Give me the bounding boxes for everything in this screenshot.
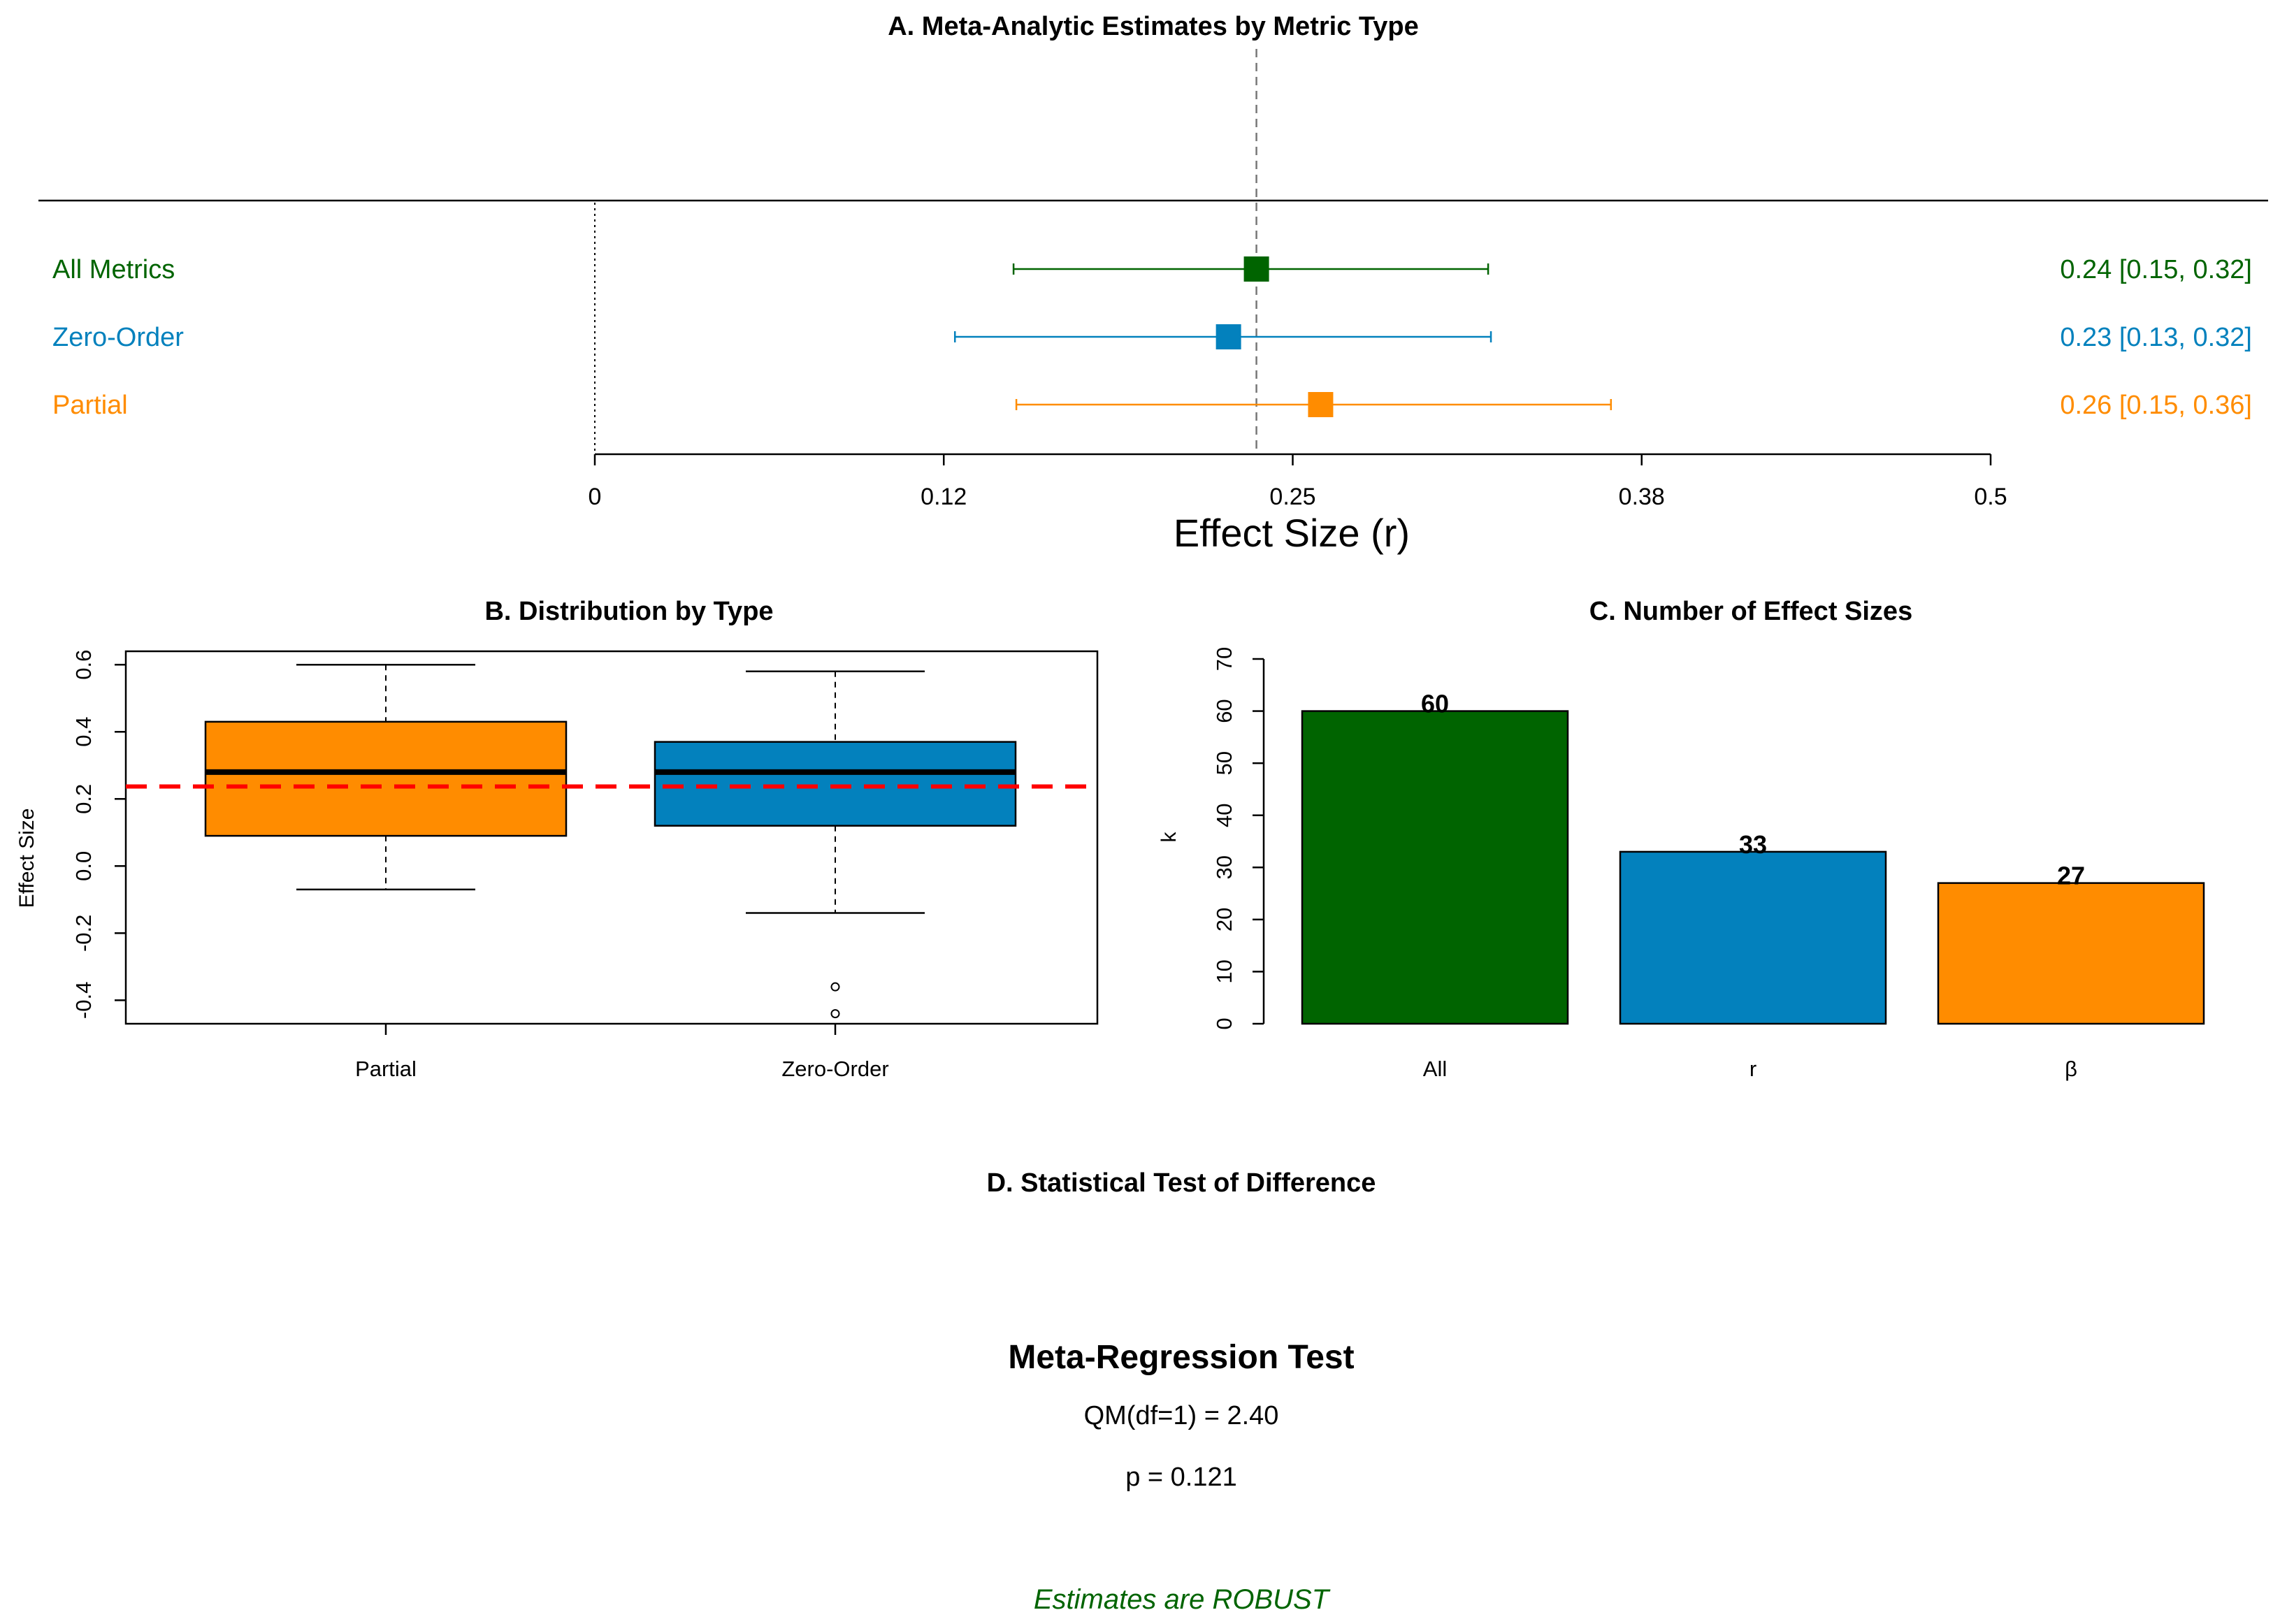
y-tick-label: 0.4 <box>71 717 96 747</box>
forest-row: Partial 0.26 [0.15, 0.36] <box>52 391 2252 420</box>
y-tick-label: 70 <box>1212 647 1236 671</box>
panel-a-x-ticks: 0 0.12 0.25 0.38 0.5 <box>589 454 2007 510</box>
y-tick-label: 40 <box>1212 803 1236 827</box>
test-p-value: p = 0.121 <box>1125 1463 1237 1492</box>
x-category-label: All <box>1423 1057 1447 1081</box>
row-label: Partial <box>52 391 128 420</box>
panel-b-y-label: Effect Size <box>15 809 38 908</box>
bar-group: 27 β <box>1937 862 2205 1081</box>
panel-d-statistical-test: D. Statistical Test of Difference Meta-R… <box>987 1168 1376 1615</box>
bar-group: 33 r <box>1619 830 1887 1081</box>
panel-a-forest-plot: A. Meta-Analytic Estimates by Metric Typ… <box>38 12 2268 555</box>
estimate-ci-label: 0.23 [0.13, 0.32] <box>2060 323 2252 352</box>
x-tick-label: 0 <box>589 484 602 510</box>
panel-b-title: B. Distribution by Type <box>484 597 773 626</box>
bar <box>1301 710 1569 1025</box>
x-tick-label: 0.25 <box>1269 484 1315 510</box>
x-tick-label: Partial <box>355 1057 417 1081</box>
x-tick-label: 0.12 <box>921 484 967 510</box>
estimate-ci-label: 0.26 [0.15, 0.36] <box>2060 391 2252 420</box>
bar-value-label: 60 <box>1421 690 1449 718</box>
panel-b-boxplot: B. Distribution by Type -0.4 -0.2 0.0 0.2 0.… <box>15 597 1099 1081</box>
bar-value-label: 27 <box>2057 862 2085 890</box>
outlier-point <box>830 1009 840 1019</box>
panel-b-plot-frame <box>124 650 1099 1025</box>
panel-c-bars: 60 All 33 r 27 β <box>1301 690 2205 1081</box>
x-category-label: β <box>2065 1057 2077 1081</box>
row-label: Zero-Order <box>52 323 184 352</box>
y-tick-label: 60 <box>1212 699 1236 723</box>
bar <box>1619 850 1887 1025</box>
test-title: Meta-Regression Test <box>1008 1339 1354 1376</box>
panel-a-title: A. Meta-Analytic Estimates by Metric Typ… <box>888 12 1419 41</box>
x-category-label: r <box>1749 1057 1756 1081</box>
panel-c-y-label: k <box>1157 832 1181 843</box>
box <box>204 663 568 891</box>
y-tick-label: 0.6 <box>71 650 96 680</box>
y-tick-label: 30 <box>1212 855 1236 879</box>
x-tick-label: Zero-Order <box>781 1057 888 1081</box>
y-tick-label: 50 <box>1212 751 1236 775</box>
bar-group: 60 All <box>1301 690 1569 1081</box>
y-tick-label: 10 <box>1212 959 1236 983</box>
interquartile-box <box>204 720 568 837</box>
y-tick-label: -0.2 <box>71 915 96 952</box>
panel-b-boxes <box>204 663 1017 1019</box>
y-tick-label: 0.2 <box>71 784 96 814</box>
outlier-point <box>830 982 840 992</box>
panel-b-y-ticks: -0.4 -0.2 0.0 0.2 0.4 0.6 <box>71 650 126 1019</box>
test-statistic: QM(df=1) = 2.40 <box>1084 1401 1279 1430</box>
bar-value-label: 33 <box>1739 830 1767 859</box>
robustness-conclusion: Estimates are ROBUST <box>1034 1584 1331 1615</box>
y-tick-label: 0 <box>1212 1017 1236 1029</box>
interquartile-box <box>654 741 1017 827</box>
point-estimate <box>1243 256 1269 282</box>
point-estimate <box>1215 324 1241 349</box>
panel-c-y-ticks: 0 10 20 30 40 50 60 70 <box>1212 647 1265 1030</box>
box <box>654 670 1017 1019</box>
y-tick-label: 20 <box>1212 908 1236 931</box>
x-tick-label: 0.38 <box>1619 484 1665 510</box>
panel-d-title: D. Statistical Test of Difference <box>987 1168 1376 1198</box>
estimate-ci-label: 0.24 [0.15, 0.32] <box>2060 255 2252 284</box>
y-tick-label: 0.0 <box>71 851 96 881</box>
panel-b-x-ticks: Partial Zero-Order <box>355 1024 889 1081</box>
panel-a-x-label: Effect Size (r) <box>1174 511 1410 555</box>
x-tick-label: 0.5 <box>1974 484 2007 510</box>
panel-c-title: C. Number of Effect Sizes <box>1589 597 1912 626</box>
y-tick-label: -0.4 <box>71 982 96 1019</box>
bar <box>1937 882 2205 1025</box>
forest-row: All Metrics 0.24 [0.15, 0.32] <box>52 255 2252 284</box>
point-estimate <box>1308 392 1334 417</box>
row-label: All Metrics <box>52 255 175 284</box>
panel-c-bar-chart: C. Number of Effect Sizes 0 10 20 30 40 50 60 7… <box>1157 597 2205 1081</box>
forest-rows: All Metrics 0.24 [0.15, 0.32] Zero-Order 0.… <box>52 255 2252 420</box>
forest-row: Zero-Order 0.23 [0.13, 0.32] <box>52 323 2252 352</box>
